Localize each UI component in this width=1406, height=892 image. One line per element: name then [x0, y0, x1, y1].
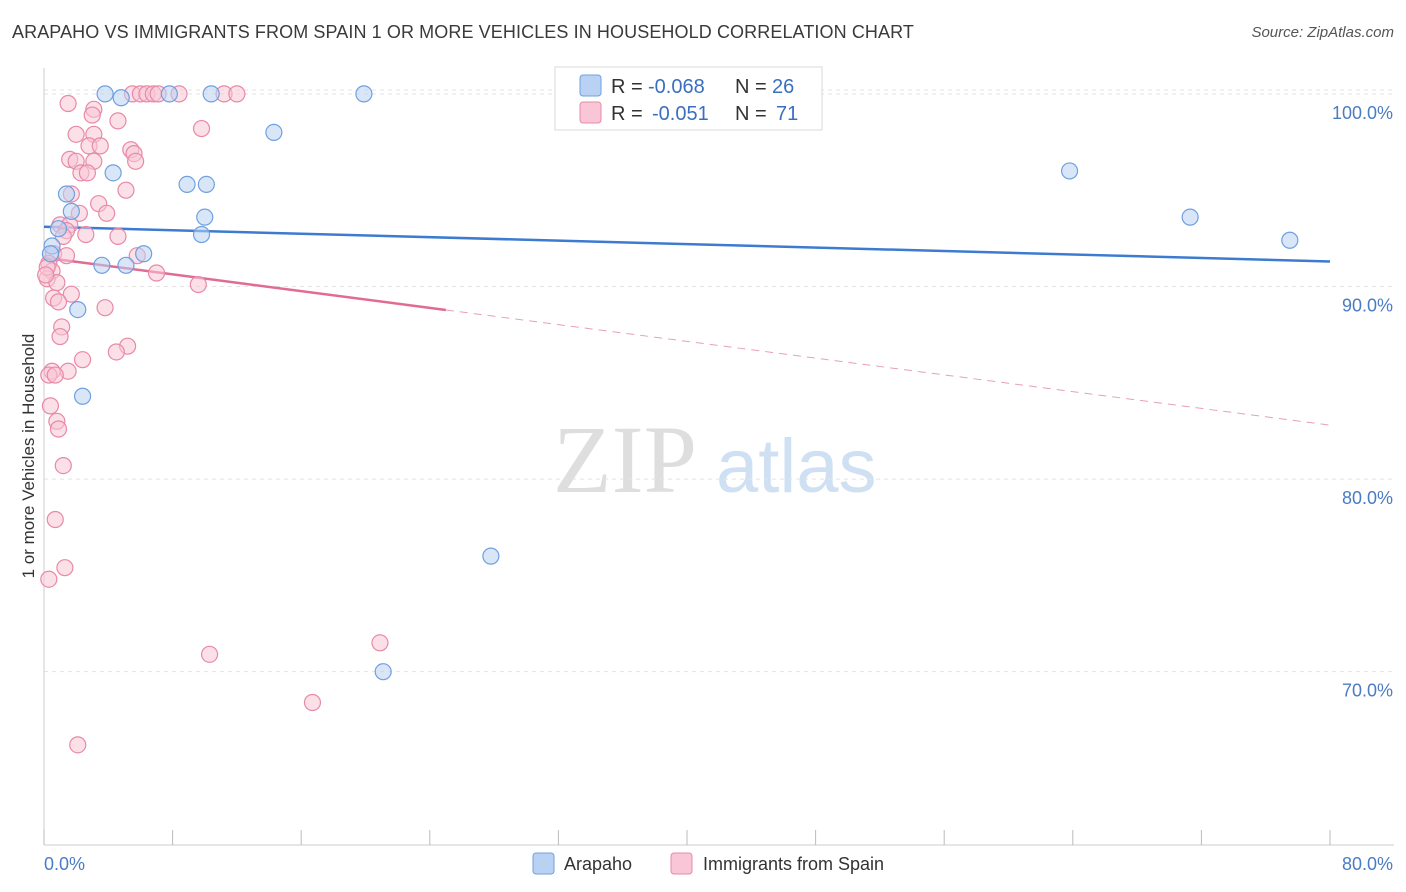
x-axis-ticks: [43, 830, 1331, 845]
data-point-series-0-15: [41, 245, 60, 263]
y-tick-label-90: 90.0%: [1342, 295, 1393, 315]
data-point-series-1-65: [200, 645, 219, 663]
y-axis-tick-labels: 70.0% 80.0% 90.0% 100.0%: [1332, 103, 1393, 701]
data-point-series-1-11: [109, 112, 127, 130]
data-point-series-1-60: [54, 456, 72, 475]
trend-line-series-1-solid: [43, 256, 447, 312]
data-point-series-0-21: [1060, 162, 1079, 180]
data-point-series-1-7: [228, 85, 246, 103]
data-point-series-1-33: [77, 225, 95, 244]
data-point-series-0-20: [73, 387, 92, 405]
data-point-series-0-0: [96, 85, 114, 103]
data-point-series-0-19: [69, 300, 87, 319]
bottom-legend-swatch-spain: [670, 852, 693, 875]
chart-title: ARAPAHO VS IMMIGRANTS FROM SPAIN 1 OR MO…: [12, 22, 914, 42]
data-point-series-0-22: [1181, 208, 1199, 226]
y-tick-label-100: 100.0%: [1332, 103, 1393, 123]
trend-line-series-0: [43, 225, 1331, 263]
data-point-series-0-25: [374, 663, 392, 681]
data-point-series-1-24: [78, 164, 97, 182]
data-point-series-1-16: [91, 137, 109, 155]
data-point-series-1-44: [62, 285, 80, 303]
data-point-series-0-3: [202, 85, 220, 103]
data-point-series-0-2: [160, 85, 178, 103]
legend-r-value-arapaho: -0.068: [648, 76, 705, 98]
data-point-series-1-29: [98, 204, 116, 222]
data-point-series-0-12: [196, 208, 214, 226]
data-point-series-0-16: [135, 245, 153, 263]
data-point-series-1-51: [107, 343, 125, 361]
legend-r-value-spain: -0.051: [652, 103, 709, 125]
grid-lines: [44, 89, 1394, 673]
data-point-series-1-36: [57, 247, 76, 265]
y-axis-label: 1 or more Vehicles in Household: [19, 334, 38, 579]
data-point-series-0-11: [49, 220, 68, 238]
data-point-series-0-9: [197, 175, 215, 194]
data-point-series-0-1: [112, 89, 130, 107]
data-point-series-0-10: [62, 202, 80, 220]
data-point-series-1-13: [67, 125, 85, 143]
data-point-series-1-49: [51, 327, 69, 346]
y-tick-label-70: 70.0%: [1342, 681, 1393, 701]
data-point-series-0-18: [117, 256, 135, 274]
legend-n-value-arapaho: 26: [772, 76, 794, 98]
data-point-series-1-52: [73, 351, 92, 369]
watermark-zip: ZIP: [553, 406, 697, 513]
axes: [43, 68, 1394, 846]
data-point-series-1-46: [49, 293, 68, 311]
data-point-series-1-63: [40, 570, 58, 588]
data-point-series-1-12: [192, 119, 211, 138]
data-point-series-0-5: [265, 123, 283, 142]
data-point-series-0-7: [57, 185, 76, 203]
data-point-series-0-13: [192, 225, 211, 244]
data-point-series-1-25: [117, 181, 135, 199]
data-point-series-1-43: [189, 275, 207, 294]
data-point-series-1-64: [371, 634, 389, 652]
data-point-series-1-56: [46, 366, 64, 384]
data-point-series-0-24: [482, 547, 500, 565]
bottom-legend-swatch-arapaho: [532, 852, 555, 875]
data-point-series-1-57: [41, 397, 60, 415]
data-point-series-0-23: [1281, 231, 1299, 249]
trend-lines: [43, 225, 1331, 426]
legend-r-label-spain: R =: [611, 103, 648, 125]
bottom-legend-label-spain: Immigrants from Spain: [703, 854, 884, 874]
y-tick-label-80: 80.0%: [1342, 488, 1393, 508]
data-point-series-1-34: [109, 227, 127, 246]
data-point-series-1-40: [147, 264, 166, 282]
data-point-series-0-6: [104, 164, 122, 182]
data-point-series-1-61: [46, 510, 64, 529]
data-point-series-1-47: [96, 299, 114, 317]
data-point-series-1-59: [49, 420, 68, 438]
legend-r-label-arapaho: R =: [611, 76, 648, 98]
legend-n-value-spain: 71: [776, 103, 798, 125]
correlation-legend: R = -0.068 N = 26 R = -0.051 N = 71: [554, 66, 823, 131]
data-point-series-0-8: [178, 175, 196, 194]
watermark-atlas: atlas: [716, 424, 877, 509]
source-label: Source: ZipAtlas.com: [1251, 24, 1394, 41]
bottom-legend-label-arapaho: Arapaho: [564, 854, 632, 874]
series-legend: Arapaho Immigrants from Spain: [532, 852, 884, 875]
points-arapaho: [41, 85, 1299, 681]
legend-swatch-arapaho: [579, 74, 602, 97]
data-point-series-1-69: [37, 266, 55, 284]
legend-n-label-spain: N =: [735, 103, 772, 125]
x-tick-label-min: 0.0%: [44, 854, 85, 874]
data-point-series-1-66: [303, 693, 322, 712]
legend-n-label-arapaho: N =: [735, 76, 772, 98]
data-point-series-1-8: [59, 94, 77, 113]
x-tick-label-max: 80.0%: [1342, 854, 1393, 874]
trend-line-series-1-dashed: [445, 309, 1331, 426]
data-point-series-1-62: [56, 559, 74, 577]
legend-swatch-spain: [579, 101, 602, 124]
data-point-series-0-4: [355, 85, 373, 103]
data-point-series-0-17: [93, 256, 111, 274]
data-point-series-1-10: [83, 106, 101, 124]
data-point-series-1-22: [127, 152, 145, 170]
data-point-series-1-67: [69, 736, 87, 754]
